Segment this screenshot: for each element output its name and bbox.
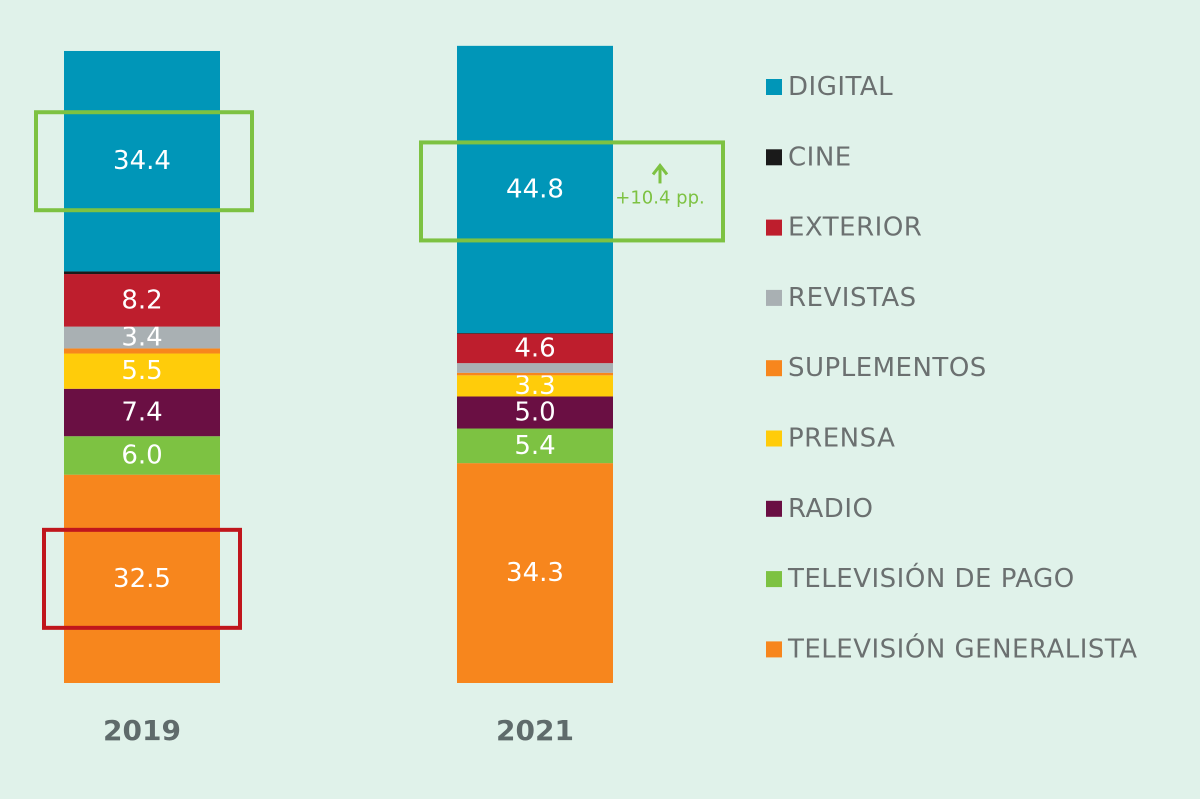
data-label-radio-2019: 7.4 <box>121 397 162 427</box>
data-label-revistas-2019: 3.4 <box>121 323 162 353</box>
legend-swatch-radio <box>766 500 782 517</box>
data-label-television-generalista-2021: 34.3 <box>506 558 564 588</box>
legend-swatch-cine <box>766 149 782 166</box>
bar-segment-cine-2021 <box>457 333 613 334</box>
bar-segment-radio-2021 <box>457 396 613 429</box>
bar-segment-television-de-pago-2021 <box>457 428 613 464</box>
data-label-television-de-pago-2019: 6.0 <box>121 440 162 470</box>
legend-label-television-generalista: TELEVISIÓN GENERALISTA <box>787 632 1138 664</box>
legend-swatch-television-de-pago <box>766 571 782 588</box>
legend-label-digital: DIGITAL <box>788 72 893 102</box>
bar-segment-cine-2019 <box>64 271 220 275</box>
legend-swatch-digital <box>766 79 782 95</box>
bar-segment-revistas-2021 <box>457 363 613 373</box>
annotation-delta-text: +10.4 pp. <box>615 187 704 208</box>
data-label-television-generalista-2019: 32.5 <box>113 564 171 594</box>
bar-segment-digital-2021 <box>457 45 613 334</box>
legend: DIGITAL CINE EXTERIOR REVISTAS SUPLEMENTOS PR… <box>766 72 1138 664</box>
legend-label-television-de-pago: TELEVISIÓN DE PAGO <box>787 562 1075 594</box>
data-label-prensa-2021: 3.3 <box>514 371 555 401</box>
legend-swatch-television-generalista <box>766 641 782 658</box>
bar-segment-exterior-2021 <box>457 333 613 364</box>
data-label-radio-2021: 5.0 <box>514 397 555 427</box>
legend-label-radio: RADIO <box>788 494 873 524</box>
legend-label-exterior: EXTERIOR <box>788 213 922 243</box>
data-label-digital-2021: 44.8 <box>506 174 564 204</box>
bar-segment-revistas-2019 <box>64 326 220 349</box>
up-arrow-head <box>651 162 669 176</box>
bar-segment-television-de-pago-2019 <box>64 436 220 475</box>
annotation-box-television-generalista-2019 <box>42 527 242 630</box>
legend-label-cine: CINE <box>788 142 852 172</box>
legend-swatch-suplementos <box>766 360 782 377</box>
bar-segment-exterior-2019 <box>64 274 220 327</box>
x-tick-label-2019: 2019 <box>103 714 181 747</box>
bar-segment-prensa-2019 <box>64 353 220 389</box>
x-tick-label-2021: 2021 <box>496 714 574 747</box>
bar-stack-2019: 32.5 6.0 7.4 5.53.4 8.2 34.4 <box>64 50 220 683</box>
legend-label-suplementos: SUPLEMENTOS <box>788 353 987 383</box>
legend-label-prensa: PRENSA <box>788 424 895 454</box>
bar-stack-2021: 34.3 5.4 5.03.3 4.6 44.8 <box>457 45 613 683</box>
bar-segment-television-generalista-2021 <box>457 463 613 683</box>
bar-segment-suplementos-2021 <box>457 372 613 376</box>
bar-segment-suplementos-2019 <box>64 348 220 354</box>
data-label-digital-2019: 34.4 <box>113 146 171 176</box>
up-arrow-icon <box>651 162 669 184</box>
data-label-exterior-2019: 8.2 <box>121 285 162 315</box>
legend-label-revistas: REVISTAS <box>788 283 917 313</box>
data-label-prensa-2019: 5.5 <box>121 356 162 386</box>
bar-segment-television-generalista-2019 <box>64 474 220 683</box>
legend-swatch-revistas <box>766 289 782 306</box>
legend-swatch-exterior <box>766 219 782 236</box>
bar-segment-digital-2019 <box>64 50 220 272</box>
legend-swatch-prensa <box>766 430 782 447</box>
data-label-television-de-pago-2021: 5.4 <box>514 431 555 461</box>
annotation-box-digital-2019 <box>34 110 254 213</box>
data-label-exterior-2021: 4.6 <box>514 333 555 363</box>
annotation-box-digital-2021 <box>419 140 725 243</box>
bar-segment-prensa-2021 <box>457 375 613 397</box>
bar-segment-radio-2019 <box>64 388 220 437</box>
